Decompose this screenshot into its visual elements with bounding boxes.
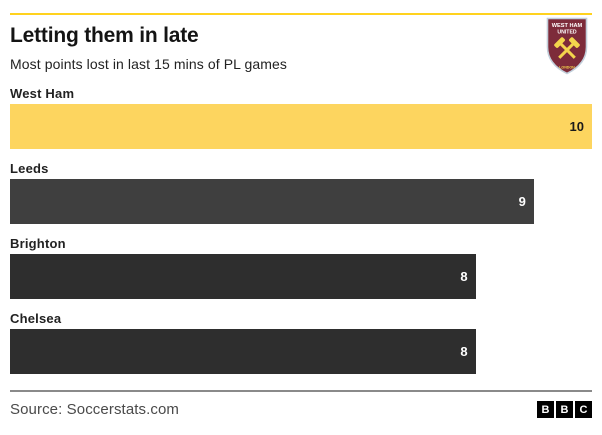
source-text: Source: Soccerstats.com <box>10 401 180 418</box>
bar-track: 10 <box>10 104 592 149</box>
chart-title: Letting them in late <box>10 24 199 47</box>
bar-category-label: Chelsea <box>10 311 62 326</box>
west-ham-crest-icon: WEST HAM UNITED LONDON <box>546 17 588 75</box>
bar-value-label: 8 <box>460 269 468 284</box>
bar-row: Brighton 8 <box>10 236 592 299</box>
crest-text-line1: WEST HAM <box>552 23 583 29</box>
bar-row: West Ham 10 <box>10 86 592 149</box>
crest-text-city: LONDON <box>559 66 575 70</box>
bar-row: Chelsea 8 <box>10 311 592 374</box>
bbc-logo-block: B <box>556 401 573 418</box>
bar-category-label: Brighton <box>10 236 66 251</box>
bbc-logo-block: B <box>537 401 554 418</box>
bar: 8 <box>10 254 476 299</box>
bar-value-label: 8 <box>460 344 468 359</box>
chart-subtitle: Most points lost in last 15 mins of PL g… <box>10 56 288 73</box>
chart-header: Letting them in late Most points lost in… <box>10 24 532 72</box>
bar-category-label: West Ham <box>10 86 75 101</box>
crest-text-line2: UNITED <box>557 30 577 36</box>
bar: 10 <box>10 104 592 149</box>
bar: 9 <box>10 179 534 224</box>
bar: 8 <box>10 329 476 374</box>
accent-rule <box>10 13 592 15</box>
bar-track: 9 <box>10 179 592 224</box>
bar-row: Leeds 9 <box>10 161 592 224</box>
bar-track: 8 <box>10 254 592 299</box>
bar-track: 8 <box>10 329 592 374</box>
bar-value-label: 10 <box>569 119 584 134</box>
bar-value-label: 9 <box>518 194 526 209</box>
bbc-logo-block: C <box>575 401 592 418</box>
crossed-hammers-icon <box>554 37 580 59</box>
bar-chart: West Ham 10 Leeds 9 Brighton 8 Chelsea 8 <box>10 86 592 386</box>
bar-category-label: Leeds <box>10 161 49 176</box>
